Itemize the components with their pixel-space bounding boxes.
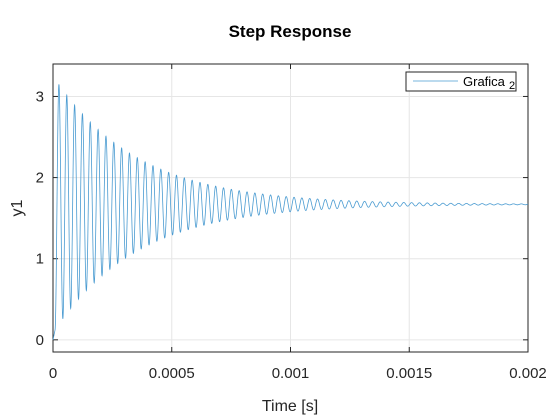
x-tick-label: 0.002	[509, 365, 547, 382]
series-line-grafica	[52, 84, 529, 340]
y-axis-label: y1	[9, 199, 26, 216]
y-tick-label: 0	[36, 332, 44, 349]
x-tick-label: 0.0005	[149, 365, 195, 382]
x-tick-label: 0.0015	[386, 365, 432, 382]
y-tick-label: 1	[36, 251, 44, 268]
ticks	[52, 64, 529, 352]
tick-labels: 0 0.0005 0.001 0.0015 0.002 0 1 2 3	[36, 88, 547, 382]
legend: Grafica 2	[405, 71, 517, 92]
grid-lines	[52, 64, 529, 352]
legend-box	[405, 71, 517, 92]
chart-title: Step Response	[229, 22, 352, 41]
x-tick-label: 0	[49, 365, 57, 382]
x-axis-label: Time [s]	[262, 398, 318, 415]
legend-entry-grafica: Grafica	[463, 74, 506, 89]
y-tick-label: 2	[36, 170, 44, 187]
x-tick-label: 0.001	[272, 365, 310, 382]
y-tick-label: 3	[36, 88, 44, 105]
legend-entry-suffix: 2	[509, 80, 515, 92]
